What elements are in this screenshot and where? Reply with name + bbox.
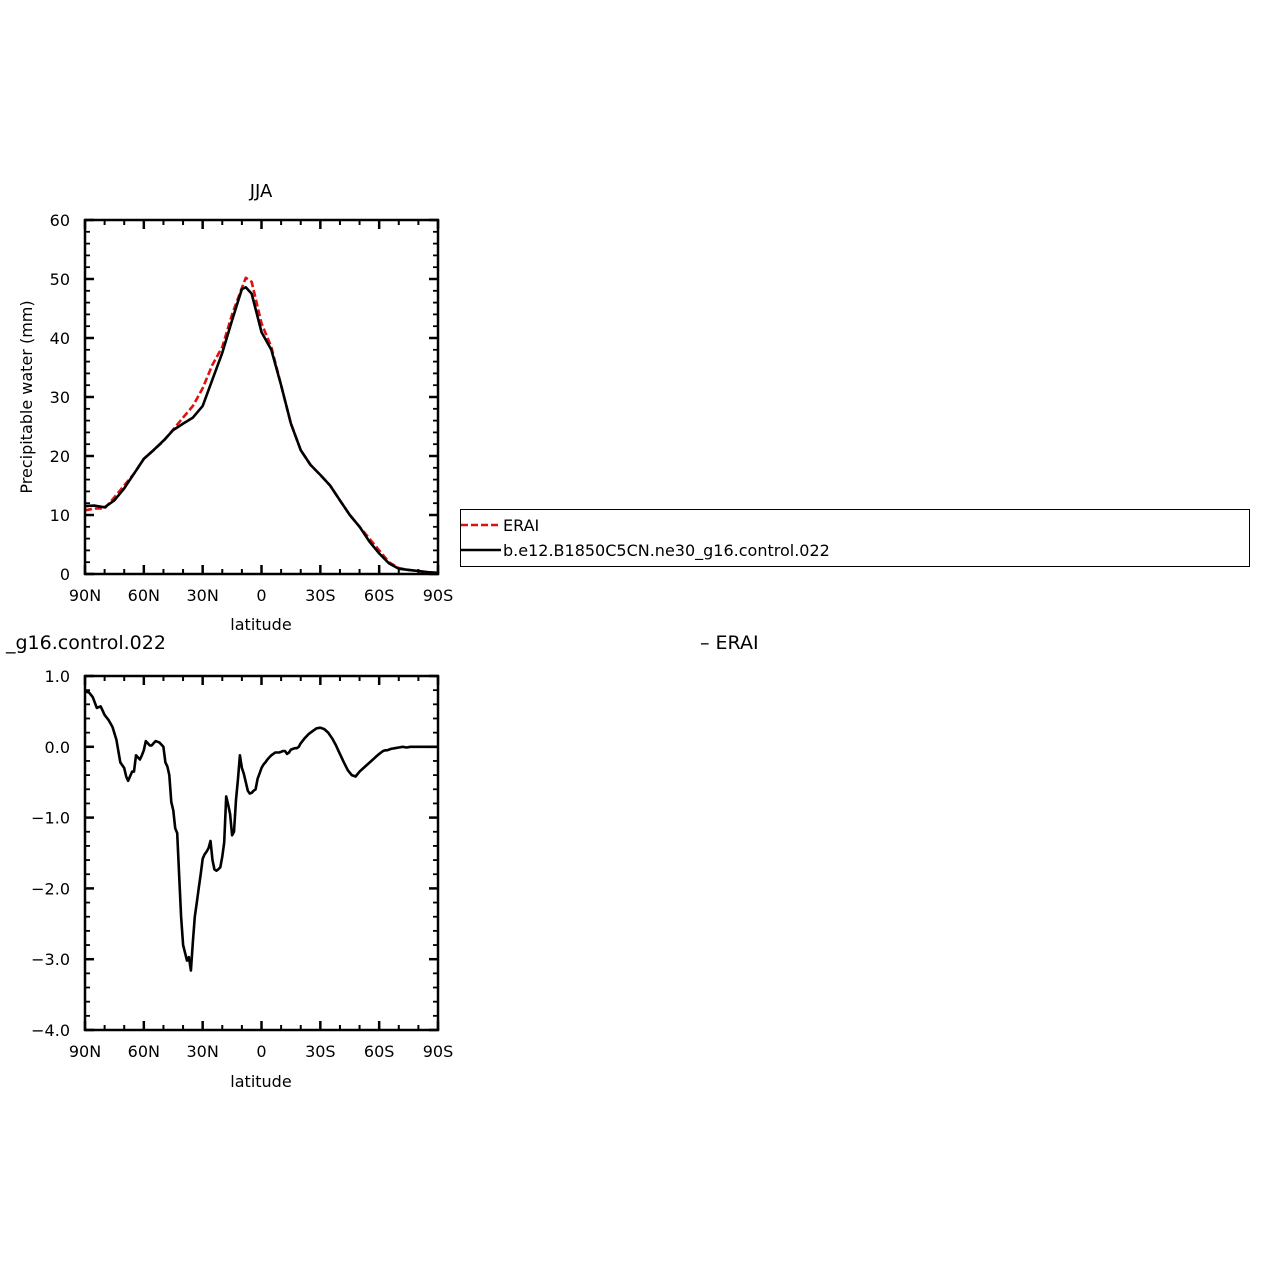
x-tick-label: 90N bbox=[69, 1042, 101, 1061]
x-tick-label: 0 bbox=[256, 1042, 266, 1061]
y-tick-label: 0 bbox=[60, 565, 70, 584]
chart-title: JJA bbox=[249, 181, 273, 202]
x-tick-label: 60N bbox=[128, 586, 160, 605]
y-tick-label: −2.0 bbox=[31, 879, 70, 898]
legend-swatch-solid bbox=[461, 548, 501, 552]
series-line-erai bbox=[84, 276, 439, 576]
x-tick-label: 60N bbox=[128, 1042, 160, 1061]
y-tick-label: 1.0 bbox=[45, 667, 70, 686]
y-tick-label: 40 bbox=[50, 329, 70, 348]
bottom-panel-header-left: _g16.control.022 bbox=[6, 632, 166, 654]
x-tick-label: 60S bbox=[364, 1042, 395, 1061]
x-tick-label: 60S bbox=[364, 586, 395, 605]
legend-label: ERAI bbox=[503, 515, 540, 535]
y-tick-label: −3.0 bbox=[31, 950, 70, 969]
y-tick-label: 20 bbox=[50, 447, 70, 466]
y-axis-label: Precipitable water (mm) bbox=[0, 758, 19, 951]
y-tick-label: 30 bbox=[50, 388, 70, 407]
x-axis-label: latitude bbox=[230, 615, 291, 634]
legend-item-erai: ERAI bbox=[461, 514, 539, 536]
y-axis-label: Precipitable water (mm) bbox=[17, 300, 36, 493]
y-tick-label: 50 bbox=[50, 270, 70, 289]
y-tick-label: −1.0 bbox=[31, 809, 70, 828]
x-tick-label: 30N bbox=[187, 1042, 219, 1061]
x-tick-label: 90S bbox=[423, 586, 454, 605]
x-tick-label: 30S bbox=[305, 1042, 336, 1061]
plot-frame bbox=[83, 674, 440, 1032]
legend: ERAI b.e12.B1850C5CN.ne30_g16.control.02… bbox=[460, 509, 1250, 567]
panel-bottom: 90N 60N 30N 0 30S 60S 90S −4.0 −3.0 −2.0 −1.0 0.0 1.… bbox=[0, 667, 454, 1091]
legend-label: b.e12.B1850C5CN.ne30_g16.control.022 bbox=[503, 540, 830, 560]
y-tick-label: −4.0 bbox=[31, 1021, 70, 1040]
legend-item-model: b.e12.B1850C5CN.ne30_g16.control.022 bbox=[461, 539, 830, 561]
legend-swatch-dashed bbox=[461, 523, 501, 527]
x-tick-label: 90N bbox=[69, 586, 101, 605]
series-line-model bbox=[84, 690, 438, 972]
x-axis-label: latitude bbox=[230, 1072, 291, 1091]
y-tick-label: 60 bbox=[50, 211, 70, 230]
x-tick-label: 30S bbox=[305, 586, 336, 605]
x-tick-label: 90S bbox=[423, 1042, 454, 1061]
x-tick-label: 30N bbox=[187, 586, 219, 605]
x-tick-label: 0 bbox=[256, 586, 266, 605]
panel-top: JJA Precipitable water (mm) latitude 90N… bbox=[17, 181, 453, 634]
y-tick-label: 0.0 bbox=[45, 738, 70, 757]
plot-frame bbox=[83, 218, 440, 576]
y-tick-label: 10 bbox=[50, 506, 70, 525]
series-line-model bbox=[84, 285, 439, 575]
bottom-panel-header-right: – ERAI bbox=[700, 632, 759, 654]
